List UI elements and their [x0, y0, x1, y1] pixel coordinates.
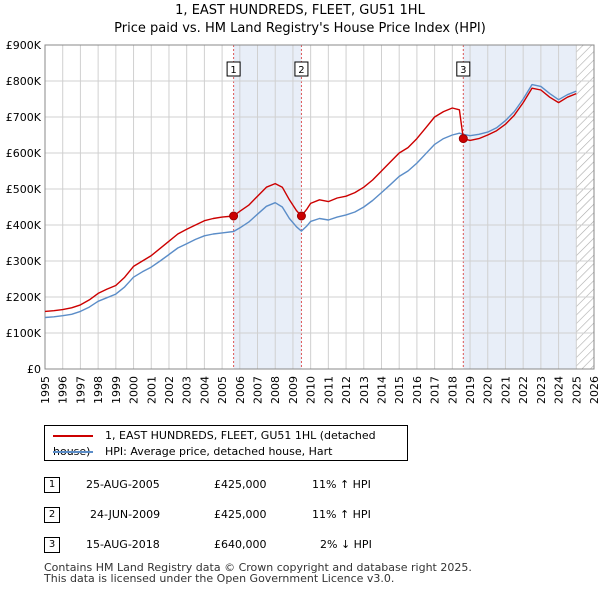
x-tick-label: 2013	[358, 376, 371, 404]
y-tick-label: £600K	[6, 147, 42, 160]
transaction-hpi-diff: 2% ↓ HPI	[320, 538, 372, 551]
x-tick-label: 2009	[287, 376, 300, 404]
x-tick-label: 2003	[181, 376, 194, 404]
footer-licence: This data is licensed under the Open Gov…	[44, 572, 395, 585]
event-marker-box	[456, 61, 471, 77]
legend-item-hpi: HPI: Average price, detached house, Hart	[53, 444, 332, 460]
transaction-date: 24-JUN-2009	[90, 508, 161, 521]
y-tick-label: £800K	[6, 75, 42, 88]
x-tick-label: 2019	[464, 376, 477, 404]
transaction-number: 2	[44, 507, 60, 523]
x-tick-label: 2018	[446, 376, 459, 404]
price-paid-line	[45, 87, 577, 313]
x-tick-label: 2020	[482, 376, 495, 404]
legend: 1, EAST HUNDREDS, FLEET, GU51 1HL (detac…	[44, 425, 408, 461]
y-tick-label: £300K	[6, 255, 42, 268]
x-tick-label: 2012	[340, 376, 353, 404]
y-tick-label: £500K	[6, 183, 42, 196]
chart-subtitle: Price paid vs. HM Land Registry's House …	[114, 21, 486, 36]
x-tick-label: 2026	[588, 376, 600, 404]
x-tick-label: 2007	[252, 376, 265, 404]
legend-item-price: 1, EAST HUNDREDS, FLEET, GU51 1HL (detac…	[53, 428, 407, 458]
event-marker-label: 2	[298, 65, 304, 76]
transaction-hpi-diff: 11% ↑ HPI	[312, 478, 371, 491]
x-tick-label: 2000	[128, 376, 141, 404]
x-tick-label: 1998	[92, 376, 105, 404]
transaction-price: £425,000	[214, 478, 267, 491]
event-marker-label: 3	[460, 65, 466, 76]
legend-swatch-price	[53, 435, 93, 437]
x-tick-label: 2021	[499, 376, 512, 404]
x-tick-label: 1995	[39, 376, 52, 404]
legend-swatch-hpi	[53, 451, 93, 453]
y-tick-label: £200K	[6, 291, 42, 304]
y-tick-label: £900K	[6, 39, 42, 52]
transaction-row: 3 15-AUG-2018 £640,000 2% ↓ HPI	[44, 537, 444, 553]
x-tick-label: 2015	[393, 376, 406, 404]
event-marker-box	[294, 61, 309, 77]
chart-title: 1, EAST HUNDREDS, FLEET, GU51 1HL	[175, 3, 425, 18]
x-tick-label: 1999	[110, 376, 123, 404]
x-tick-label: 2017	[429, 376, 442, 404]
event-marker-label: 1	[230, 65, 236, 76]
forecast-hatch	[576, 45, 594, 369]
transaction-row: 2 24-JUN-2009 £425,000 11% ↑ HPI	[44, 507, 444, 523]
y-tick-label: £400K	[6, 219, 42, 232]
x-tick-label: 2011	[322, 376, 335, 404]
transaction-date: 15-AUG-2018	[86, 538, 160, 551]
x-tick-label: 2006	[234, 376, 247, 404]
sale-point	[296, 211, 306, 221]
transaction-row: 1 25-AUG-2005 £425,000 11% ↑ HPI	[44, 477, 444, 493]
ownership-shade	[463, 45, 577, 369]
x-tick-label: 2023	[535, 376, 548, 404]
transaction-number: 1	[44, 477, 60, 493]
x-tick-label: 2005	[216, 376, 229, 404]
transaction-price: £425,000	[214, 508, 267, 521]
y-tick-label: £100K	[6, 327, 42, 340]
x-tick-label: 1996	[57, 376, 70, 404]
x-tick-label: 2022	[517, 376, 530, 404]
x-tick-label: 2001	[145, 376, 158, 404]
x-tick-label: 2024	[553, 376, 566, 404]
price-chart: £0 £100K £200K £300K £400K £500K £600K £700K £80…	[6, 39, 600, 404]
transaction-hpi-diff: 11% ↑ HPI	[312, 508, 371, 521]
transaction-number: 3	[44, 537, 60, 553]
x-tick-label: 1997	[74, 376, 87, 404]
x-tick-label: 2016	[411, 376, 424, 404]
x-tick-label: 2008	[269, 376, 282, 404]
x-tick-label: 2010	[305, 376, 318, 404]
hpi-line	[45, 83, 577, 319]
ownership-shade	[233, 45, 302, 369]
x-tick-label: 2004	[198, 376, 211, 404]
event-marker-box	[226, 61, 241, 77]
legend-label-hpi: HPI: Average price, detached house, Hart	[105, 445, 333, 458]
transaction-price: £640,000	[214, 538, 267, 551]
x-tick-label: 2002	[163, 376, 176, 404]
x-tick-label: 2025	[570, 376, 583, 404]
footer-copyright: Contains HM Land Registry data © Crown c…	[44, 561, 472, 574]
y-tick-label: £700K	[6, 111, 42, 124]
x-tick-label: 2014	[375, 376, 388, 404]
transaction-date: 25-AUG-2005	[86, 478, 160, 491]
sale-point	[458, 134, 468, 144]
y-tick-label: £0	[27, 363, 41, 376]
plot-border	[44, 44, 595, 370]
sale-point	[229, 211, 239, 221]
